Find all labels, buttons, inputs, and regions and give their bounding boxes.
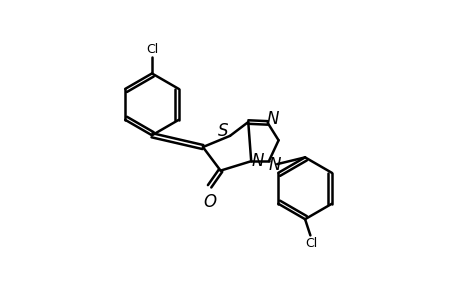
Text: S: S <box>218 122 228 140</box>
Text: N: N <box>251 152 263 170</box>
Text: O: O <box>202 193 216 211</box>
Text: N: N <box>266 110 278 128</box>
Text: Cl: Cl <box>305 237 317 250</box>
Text: Cl: Cl <box>146 43 158 56</box>
Text: N: N <box>268 156 280 174</box>
